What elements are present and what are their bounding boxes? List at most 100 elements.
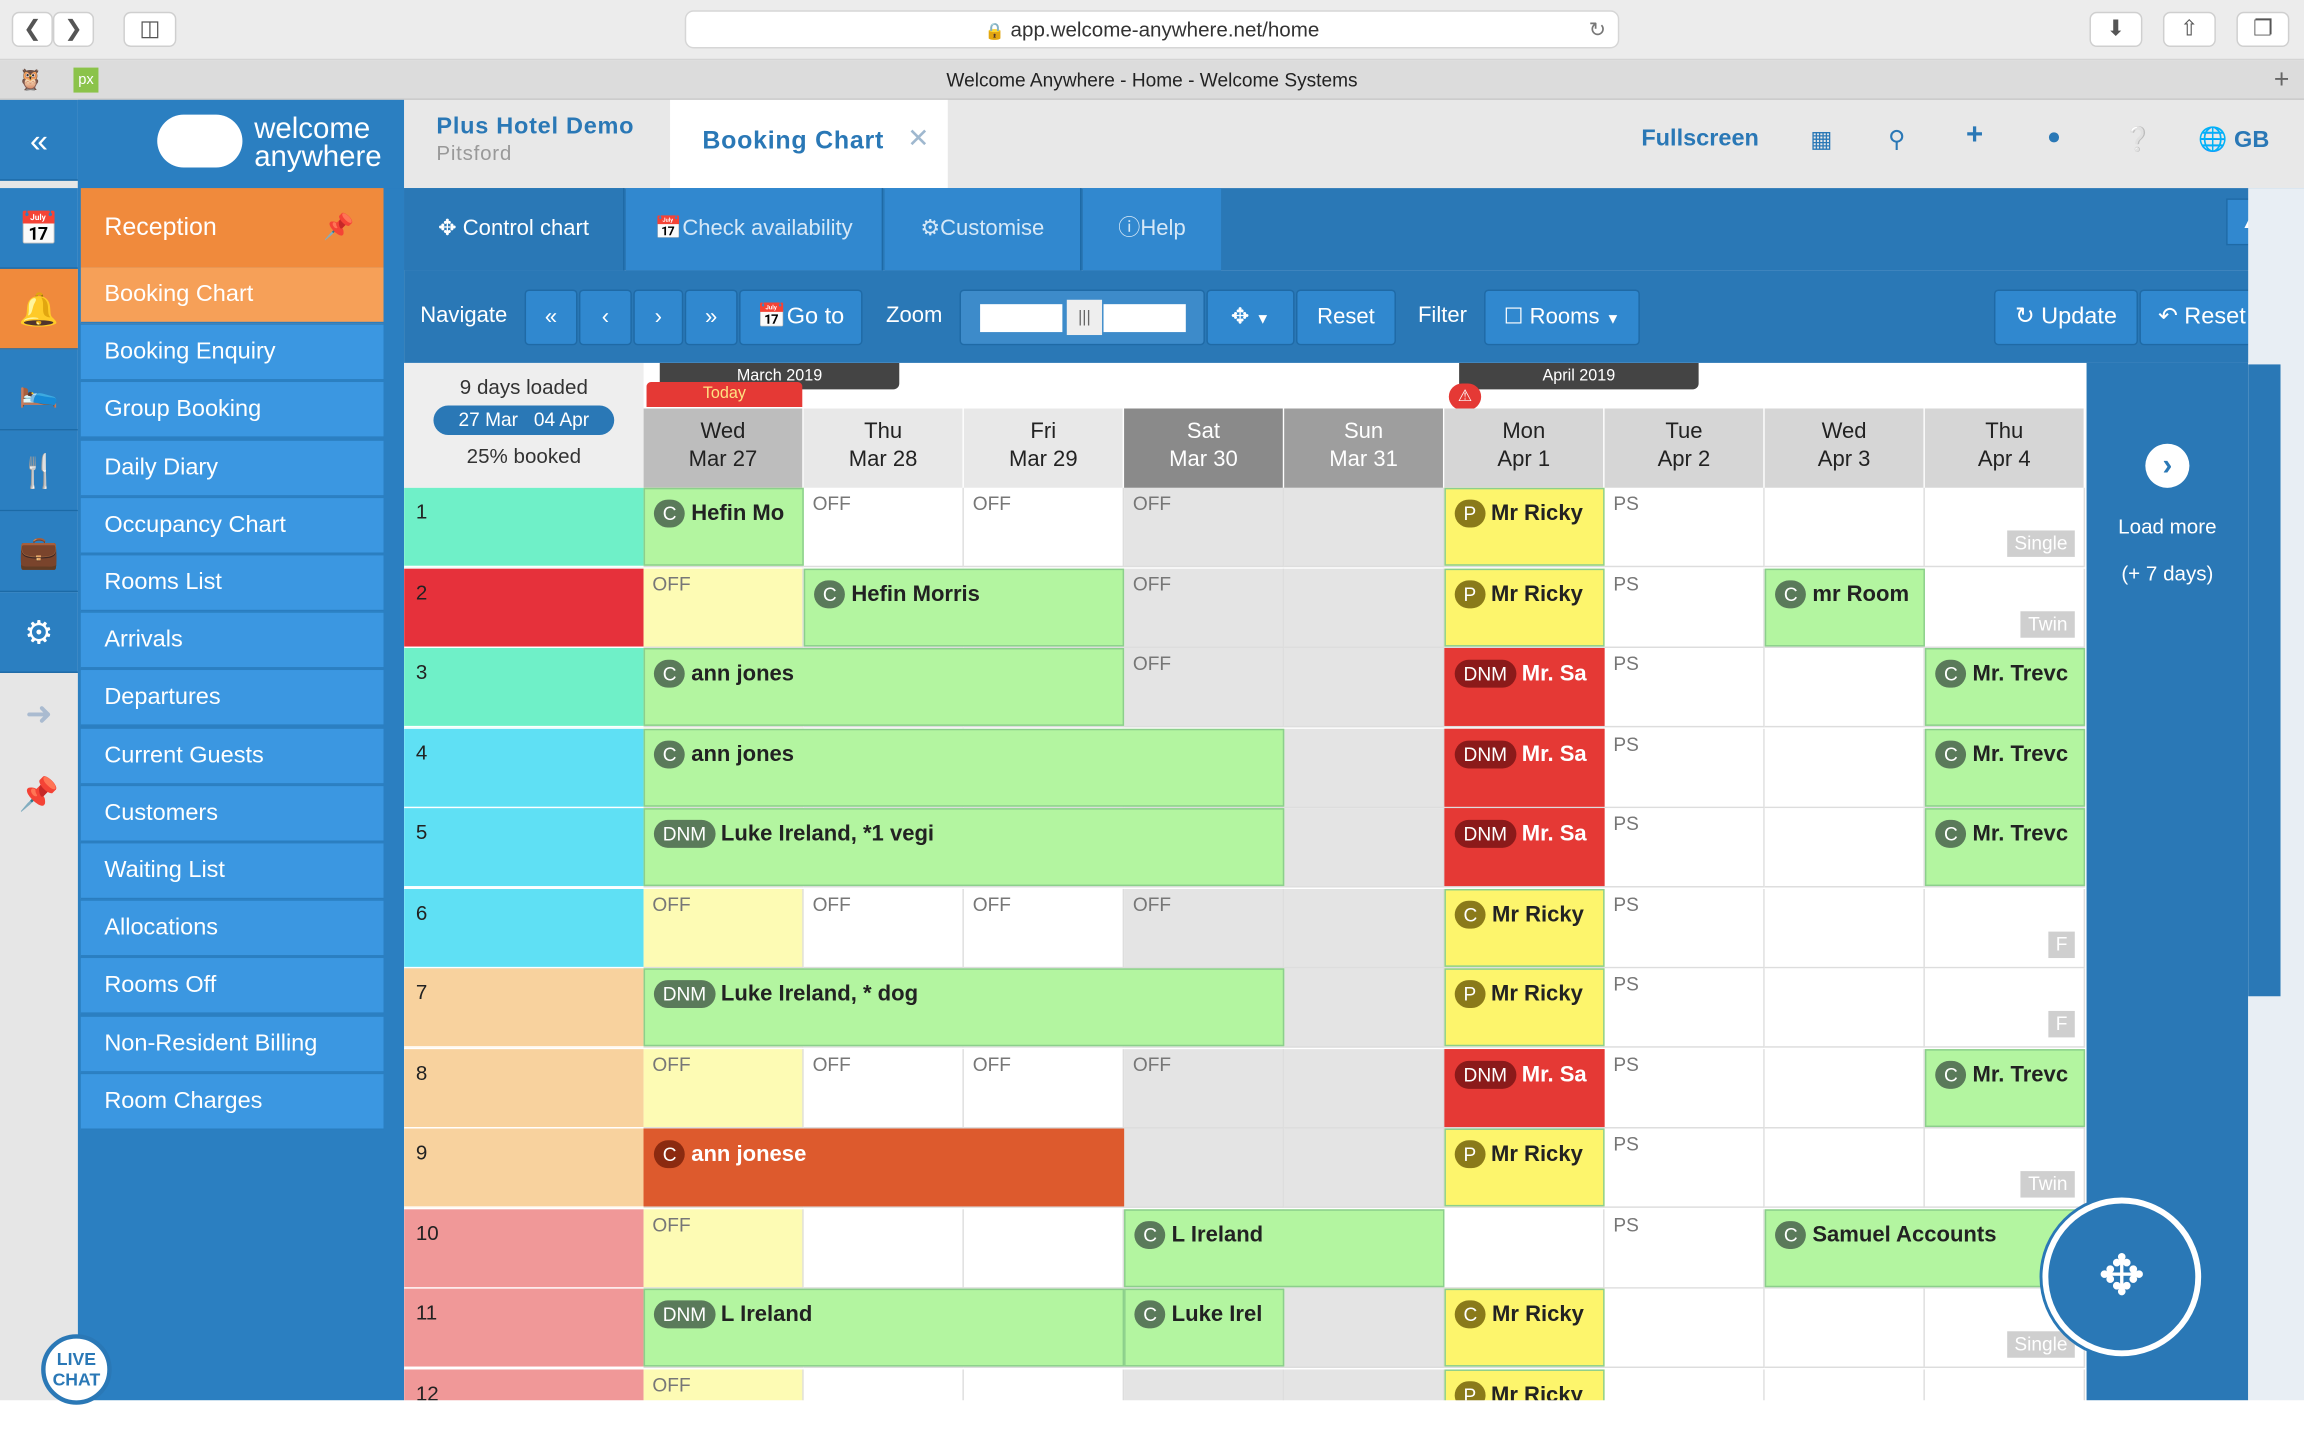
booking-block[interactable]: P Mr Ricky: [1444, 487, 1605, 566]
zoom-handle[interactable]: |||: [1066, 299, 1103, 336]
chart-cell[interactable]: [1604, 1288, 1765, 1369]
scroll-thumb[interactable]: [2248, 364, 2281, 997]
reset-button[interactable]: ↶ Reset: [2139, 289, 2265, 346]
booking-block[interactable]: DNM Mr. Sa: [1444, 1048, 1605, 1127]
chart-cell[interactable]: OFF: [643, 1368, 804, 1401]
chart-cell[interactable]: [1764, 1128, 1925, 1208]
sidebar-item-rooms-off[interactable]: Rooms Off: [80, 958, 384, 1015]
gear-icon[interactable]: ⚙: [0, 592, 78, 673]
chart-cell[interactable]: OFF: [643, 888, 804, 968]
prev-icon[interactable]: ‹: [578, 289, 632, 346]
chart-cell[interactable]: PS: [1604, 1128, 1765, 1208]
chart-cell[interactable]: [1764, 1368, 1925, 1401]
sidebar-item-departures[interactable]: Departures: [80, 670, 384, 727]
booking-block[interactable]: C Samuel Accounts: [1764, 1208, 2086, 1287]
booking-block[interactable]: C Hefin Morris: [803, 567, 1125, 646]
chart-cell[interactable]: OFF: [803, 888, 964, 968]
chart-cell[interactable]: [1764, 1288, 1925, 1369]
reset-zoom-button[interactable]: Reset: [1296, 289, 1396, 346]
share-icon[interactable]: ⇧: [2162, 11, 2216, 48]
chart-cell[interactable]: Twin: [1924, 1128, 2086, 1208]
booking-block[interactable]: C Mr Ricky: [1444, 888, 1605, 967]
chart-cell[interactable]: PS: [1604, 567, 1765, 648]
booking-block[interactable]: C Luke Irel: [1124, 1288, 1285, 1367]
booking-block[interactable]: P Mr Ricky: [1444, 968, 1605, 1047]
update-button[interactable]: ↻ Update: [1993, 289, 2138, 346]
chart-cell[interactable]: [1764, 728, 1925, 808]
tabs-icon[interactable]: ❐: [2236, 11, 2290, 48]
sidebar-item-waiting-list[interactable]: Waiting List: [80, 843, 384, 900]
sidebar-item-rooms-list[interactable]: Rooms List: [80, 555, 384, 612]
room-label[interactable]: 9: [404, 1128, 644, 1208]
chart-cell[interactable]: [1284, 1128, 1445, 1208]
last-page-icon[interactable]: »: [684, 289, 738, 346]
chart-cell[interactable]: [1124, 1368, 1285, 1401]
booking-block[interactable]: C Mr. Trevc: [1924, 808, 2086, 887]
sidebar-item-customers[interactable]: Customers: [80, 785, 384, 842]
chart-cell[interactable]: OFF: [963, 888, 1125, 968]
chart-cell[interactable]: [803, 1208, 964, 1288]
chart-cell[interactable]: [1284, 1288, 1445, 1369]
chart-cell[interactable]: [1284, 728, 1445, 808]
calendar-icon[interactable]: 📅: [0, 188, 78, 269]
chart-cell[interactable]: PS: [1604, 968, 1765, 1048]
chart-cell[interactable]: OFF: [963, 487, 1125, 568]
room-label[interactable]: 1: [404, 487, 644, 568]
help-icon[interactable]: ❔: [2123, 127, 2153, 153]
booking-block[interactable]: P Mr Ricky: [1444, 1368, 1605, 1401]
chart-cell[interactable]: [1284, 888, 1445, 968]
move-dropdown[interactable]: ✥ ▼: [1206, 289, 1295, 346]
chart-cell[interactable]: [1284, 1368, 1445, 1401]
back-icon[interactable]: ❮: [11, 11, 53, 48]
chart-cell[interactable]: OFF: [643, 1048, 804, 1128]
chart-cell[interactable]: [1764, 888, 1925, 968]
booking-block[interactable]: C Hefin Mo: [643, 487, 804, 566]
chart-cell[interactable]: PS: [1604, 728, 1765, 808]
chart-cell[interactable]: [963, 1368, 1125, 1401]
globe-icon[interactable]: 🌐 GB: [2198, 127, 2270, 153]
booking-block[interactable]: DNM Luke Ireland, *1 vegi: [643, 808, 1285, 887]
chevron-right-icon[interactable]: ›: [2145, 443, 2190, 488]
chart-cell[interactable]: Twin: [1924, 567, 2086, 648]
room-label[interactable]: 10: [404, 1208, 644, 1288]
room-label[interactable]: 4: [404, 728, 644, 808]
tab-booking-chart[interactable]: Booking Chart ✕: [670, 99, 948, 189]
sidebar-item-daily-diary[interactable]: Daily Diary: [80, 440, 384, 497]
chart-cell[interactable]: OFF: [1124, 888, 1285, 968]
tab-check-availability[interactable]: 📅Check availability: [625, 188, 884, 271]
sidebar-item-group-booking[interactable]: Group Booking: [80, 382, 384, 439]
new-tab-icon[interactable]: +: [2273, 64, 2290, 95]
room-label[interactable]: 5: [404, 808, 644, 888]
chart-cell[interactable]: PS: [1604, 648, 1765, 728]
sidebar-item-arrivals[interactable]: Arrivals: [80, 613, 384, 669]
sidebar-item-room-charges[interactable]: Room Charges: [80, 1073, 384, 1130]
chart-cell[interactable]: OFF: [803, 487, 964, 568]
chart-cell[interactable]: OFF: [803, 1048, 964, 1128]
chart-cell[interactable]: [1284, 487, 1445, 568]
scrollbar[interactable]: [2248, 188, 2304, 1401]
room-label[interactable]: 3: [404, 648, 644, 728]
booking-block[interactable]: DNM Mr. Sa: [1444, 728, 1605, 806]
chart-cell[interactable]: [1764, 808, 1925, 888]
chart-cell[interactable]: F: [1924, 888, 2086, 968]
booking-block[interactable]: C Mr. Trevc: [1924, 648, 2086, 726]
chart-cell[interactable]: [1284, 567, 1445, 648]
user-icon[interactable]: ●: [2046, 124, 2062, 150]
bed-icon[interactable]: 🛌: [0, 349, 78, 431]
live-chat-button[interactable]: LIVE CHAT: [41, 1334, 112, 1405]
room-label[interactable]: 2: [404, 567, 644, 648]
collapse-icon[interactable]: «: [0, 99, 78, 181]
chart-cell[interactable]: PS: [1604, 808, 1765, 888]
booking-block[interactable]: DNM Mr. Sa: [1444, 808, 1605, 887]
close-icon[interactable]: ✕: [907, 123, 931, 153]
chart-cell[interactable]: OFF: [1124, 648, 1285, 728]
goto-button[interactable]: 📅Go to: [739, 289, 863, 346]
grid-icon[interactable]: ▦: [1810, 127, 1833, 153]
chart-cell[interactable]: [1284, 968, 1445, 1048]
sidebar-item-non-resident-billing[interactable]: Non-Resident Billing: [80, 1016, 384, 1073]
signout-icon[interactable]: ➜: [0, 672, 78, 754]
